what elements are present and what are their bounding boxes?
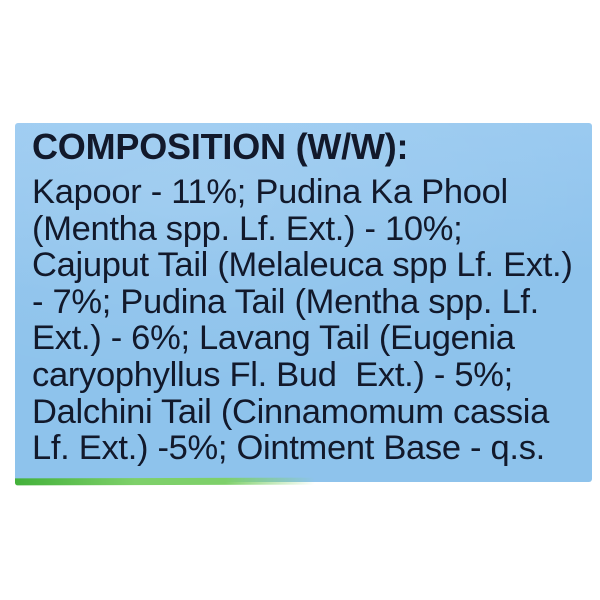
composition-line: caryophyllus Fl. Bud Ext.) - 5%; <box>32 355 513 394</box>
composition-line: - 7%; Pudina Tail (Mentha spp. Lf. <box>32 282 539 321</box>
composition-line: Lf. Ext.) -5%; Ointment Base - q.s. <box>32 429 545 468</box>
green-packaging-edge <box>14 477 316 486</box>
composition-line: Kapoor - 11%; Pudina Ka Phool <box>32 173 508 211</box>
composition-line: Dalchini Tail (Cinnamomum cassia <box>32 392 550 431</box>
composition-label-panel: COMPOSITION (W/W): Kapoor - 11%; Pudina … <box>14 123 592 486</box>
composition-line: Cajuput Tail (Melaleuca spp Lf. Ext.) <box>32 246 573 285</box>
composition-heading: COMPOSITION (W/W): <box>32 126 409 167</box>
composition-line: Ext.) - 6%; Lavang Tail (Eugenia <box>32 319 515 358</box>
composition-line: (Mentha spp. Lf. Ext.) - 10%; <box>32 209 463 248</box>
